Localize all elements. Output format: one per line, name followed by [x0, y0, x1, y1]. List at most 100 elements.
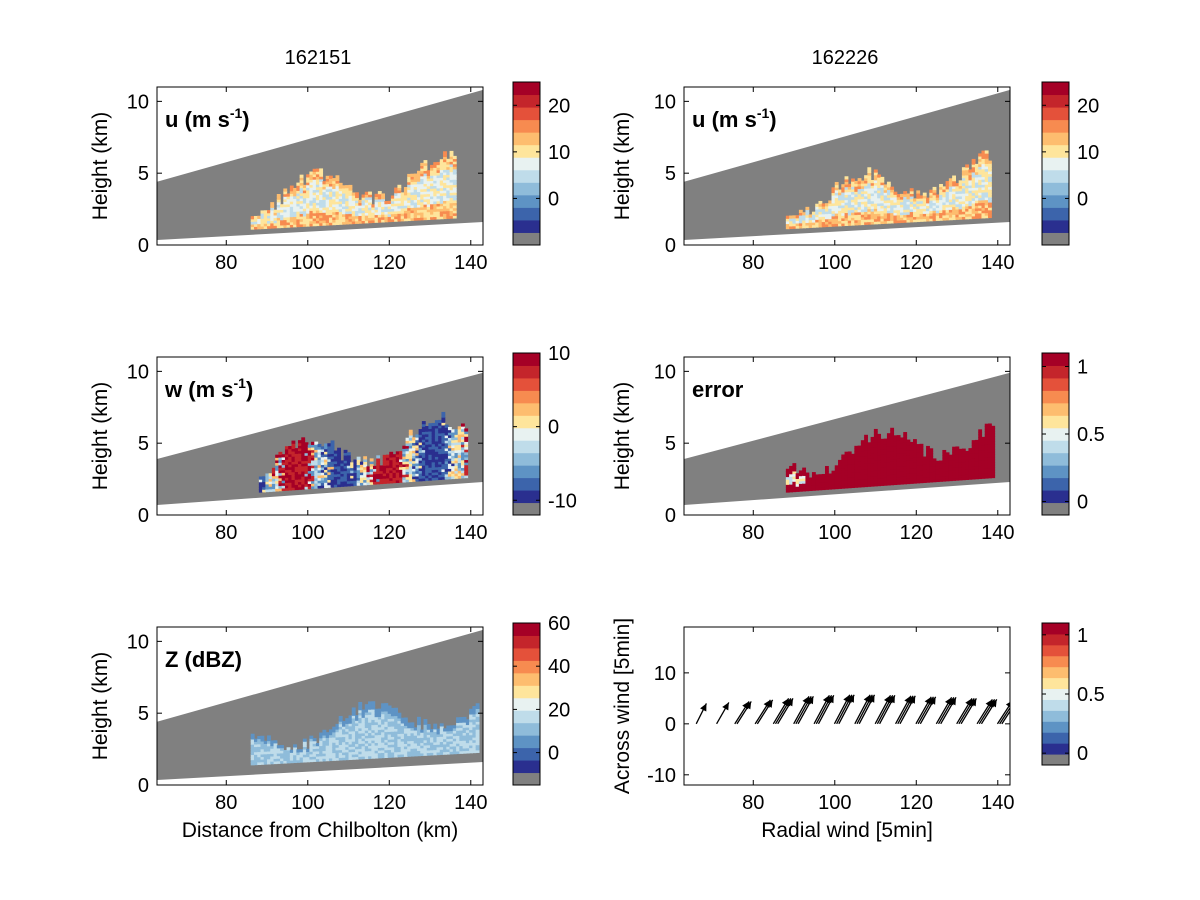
echo-cell: [847, 485, 852, 489]
echo-cell: [397, 735, 402, 740]
echo-cell: [459, 732, 464, 736]
echo-cell: [439, 208, 444, 212]
echo-cell: [987, 451, 992, 456]
echo-cell: [342, 757, 346, 761]
echo-cell: [299, 203, 304, 207]
echo-cell: [984, 168, 989, 172]
echo-cell: [958, 459, 963, 463]
echo-cell: [381, 216, 385, 220]
echo-cell: [384, 710, 389, 715]
echo-cell: [319, 202, 324, 206]
echo-cell: [456, 725, 460, 729]
echo-cell: [338, 185, 343, 189]
echo-cell: [309, 220, 314, 224]
echo-cell: [335, 749, 340, 753]
echo-cell: [978, 184, 983, 188]
echo-cell: [873, 174, 878, 178]
echo-cell: [883, 184, 888, 188]
echo-cell: [348, 754, 353, 758]
echo-cell: [906, 203, 911, 208]
echo-cell: [421, 470, 426, 474]
echo-cell: [426, 209, 431, 213]
echo-cell: [919, 203, 924, 207]
echo-cell: [382, 454, 387, 459]
echo-cell: [355, 756, 359, 760]
echo-cell: [301, 476, 306, 480]
echo-cell: [454, 473, 459, 477]
echo-cell: [935, 199, 940, 203]
echo-cell: [260, 213, 265, 217]
echo-cell: [291, 440, 296, 444]
echo-cell: [400, 725, 405, 729]
echo-cell: [981, 184, 986, 188]
echo-cell: [433, 193, 438, 197]
echo-cell: [387, 718, 392, 722]
echo-cell: [446, 728, 451, 732]
echo-cell: [317, 443, 322, 448]
echo-cell: [449, 725, 454, 729]
echo-cell: [838, 475, 842, 479]
echo-cell: [831, 208, 836, 212]
echo-cell: [281, 482, 286, 486]
echo-cell: [430, 729, 434, 733]
echo-cell: [444, 434, 449, 439]
echo-cell: [358, 207, 363, 211]
echo-cell: [410, 181, 415, 185]
echo-cell: [433, 723, 438, 727]
echo-cell: [818, 221, 823, 225]
echo-cell: [456, 748, 460, 752]
echo-cell: [880, 202, 885, 206]
echo-cell: [315, 199, 320, 203]
echo-cell: [913, 472, 917, 476]
echo-cell: [328, 752, 333, 756]
echo-cell: [377, 191, 382, 195]
echo-cell: [304, 444, 309, 449]
echo-cell: [961, 474, 966, 478]
echo-cell: [413, 186, 418, 190]
echo-cell: [257, 751, 262, 755]
echo-cell: [343, 465, 348, 469]
echo-cell: [860, 188, 865, 192]
echo-cell: [981, 436, 986, 441]
echo-cell: [314, 441, 319, 445]
echo-cell: [403, 189, 408, 193]
echo-cell: [815, 479, 820, 483]
echo-cell: [423, 747, 428, 751]
echo-cell: [372, 478, 377, 482]
echo-cell: [276, 204, 281, 208]
echo-cell: [913, 219, 917, 223]
echo-cell: [449, 730, 454, 734]
echo-cell: [384, 708, 389, 712]
echo-cell: [880, 459, 885, 463]
echo-cell: [355, 743, 359, 747]
echo-cell: [309, 202, 314, 206]
echo-cell: [965, 167, 970, 171]
echo-cell: [374, 724, 379, 728]
echo-cell: [851, 461, 855, 465]
echo-cell: [332, 183, 337, 187]
echo-cell: [426, 193, 431, 197]
echo-cell: [443, 179, 447, 183]
echo-cell: [250, 759, 255, 763]
colorbar-swatch: [1042, 194, 1069, 208]
echo-cell: [857, 474, 862, 478]
echo-cell: [314, 477, 319, 481]
echo-cell: [368, 214, 372, 219]
echo-cell: [854, 183, 859, 187]
echo-cell: [984, 186, 989, 190]
echo-cell: [945, 186, 950, 190]
echo-cell: [919, 210, 924, 215]
echo-cell: [981, 163, 986, 167]
echo-cell: [348, 187, 353, 191]
echo-cell: [299, 756, 304, 761]
echo-cell: [376, 478, 381, 482]
echo-cell: [433, 198, 438, 202]
echo-cell: [815, 214, 820, 218]
echo-cell: [372, 473, 377, 477]
echo-cell: [447, 470, 452, 475]
echo-cell: [283, 219, 288, 223]
echo-cell: [307, 475, 312, 479]
echo-cell: [460, 462, 465, 466]
echo-cell: [307, 457, 312, 461]
